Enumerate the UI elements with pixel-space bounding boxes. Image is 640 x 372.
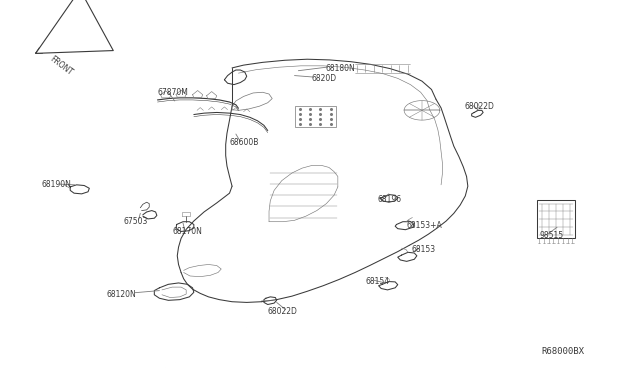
Text: 68153+A: 68153+A — [406, 221, 442, 230]
Text: 68022D: 68022D — [464, 102, 494, 111]
Text: 68153: 68153 — [412, 245, 436, 254]
Bar — [294, 106, 336, 127]
Text: R68000BX: R68000BX — [541, 347, 585, 356]
Text: 98515: 98515 — [540, 231, 564, 240]
Text: 68196: 68196 — [378, 195, 401, 204]
Text: 68180N: 68180N — [325, 64, 355, 73]
Text: 68190N: 68190N — [42, 180, 72, 189]
Text: 68022D: 68022D — [267, 307, 297, 316]
Text: 67870M: 67870M — [157, 89, 188, 97]
Text: 6820D: 6820D — [311, 74, 336, 83]
Text: 67503: 67503 — [124, 217, 148, 226]
Text: 68120N: 68120N — [106, 290, 136, 299]
Bar — [537, 200, 575, 238]
Text: 68154: 68154 — [366, 277, 390, 286]
Text: FRONT: FRONT — [49, 54, 75, 77]
Text: 68170N: 68170N — [172, 227, 202, 236]
Text: 68600B: 68600B — [230, 138, 259, 147]
